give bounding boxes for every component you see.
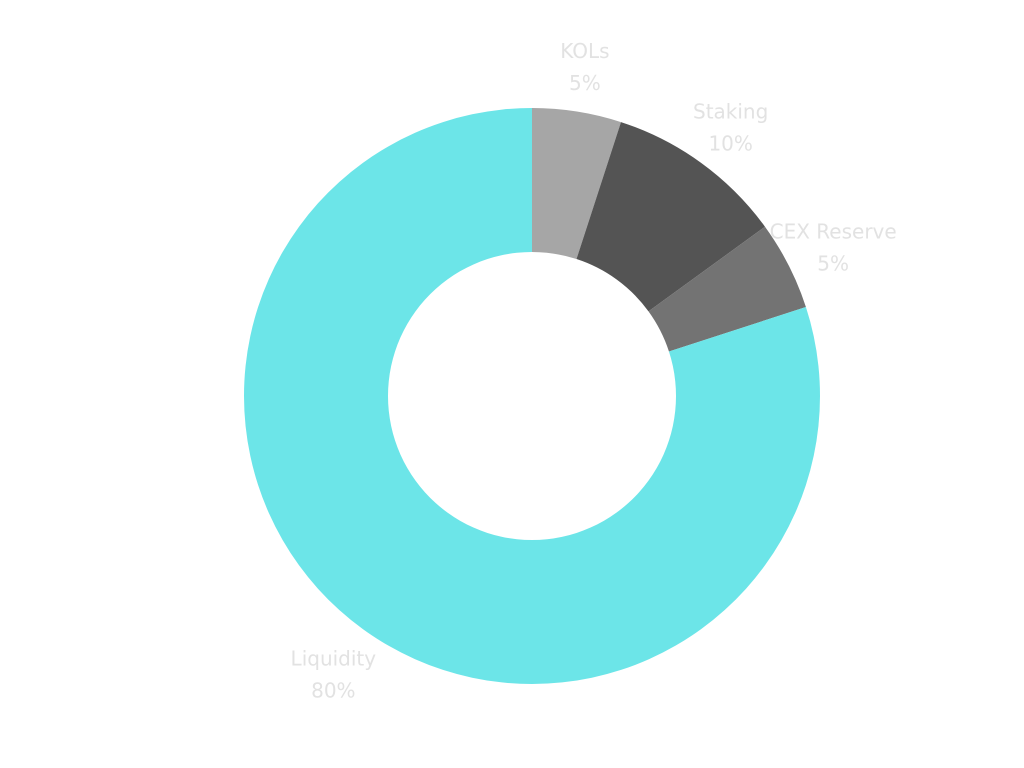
slice-label-liquidity: Liquidity 80% (291, 646, 377, 702)
slice-value-label: 10% (708, 132, 752, 156)
slice-name-label: CEX Reserve (770, 220, 897, 244)
slice-label-staking: Staking 10% (693, 100, 768, 156)
slice-value-label: 5% (817, 252, 849, 276)
slice-kols (532, 108, 621, 260)
slice-liquidity (244, 108, 821, 684)
labels-group: KOLs 5% Staking 10% CEX Reserve 5% Liquidity 80… (291, 39, 897, 702)
slice-staking (576, 122, 765, 312)
slices-group (244, 108, 821, 684)
slice-name-label: Staking (693, 100, 768, 124)
slice-name-label: KOLs (560, 39, 609, 63)
slice-label-cex-reserve: CEX Reserve 5% (770, 220, 897, 276)
slice-name-label: Liquidity (291, 646, 377, 670)
slice-label-kols: KOLs 5% (560, 39, 609, 95)
slice-value-label: 80% (311, 678, 355, 702)
slice-value-label: 5% (569, 71, 601, 95)
slice-cex-reserve (648, 226, 806, 352)
